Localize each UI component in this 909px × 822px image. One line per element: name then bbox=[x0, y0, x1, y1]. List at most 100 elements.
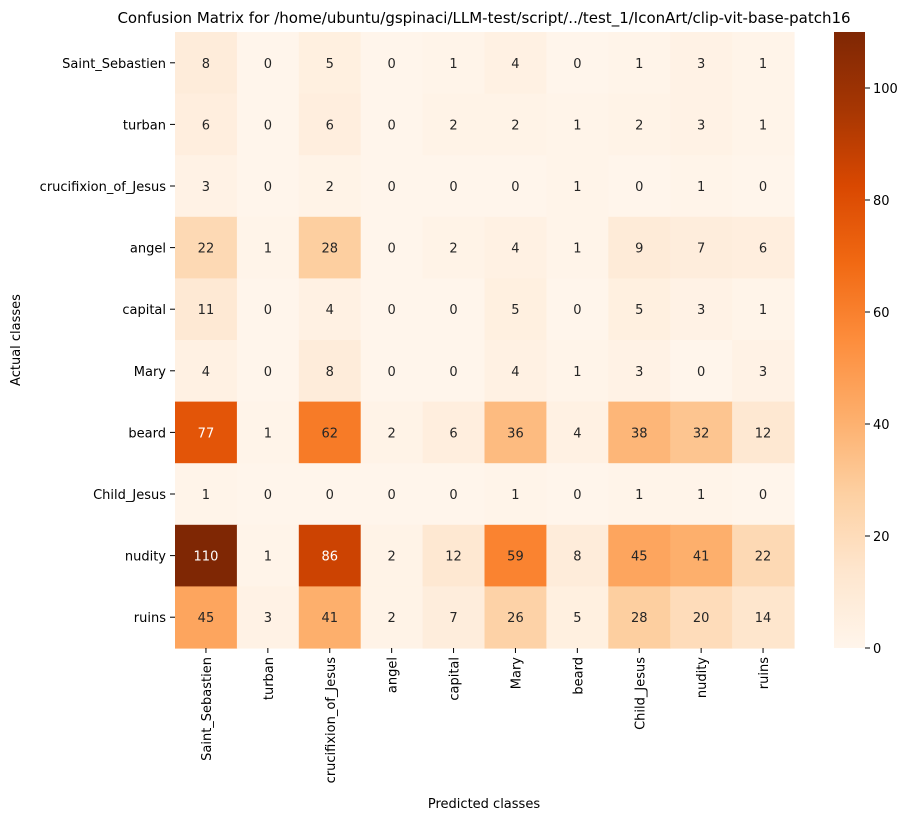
cell-value-label: 2 bbox=[511, 118, 519, 133]
heatmap-cell bbox=[608, 216, 671, 279]
cell-value-label: 1 bbox=[264, 242, 272, 257]
colorbar-tick-label: 20 bbox=[873, 530, 890, 545]
cell-value-label: 0 bbox=[388, 118, 396, 133]
heatmap-cell bbox=[360, 463, 424, 526]
cell-value-label: 110 bbox=[194, 550, 219, 565]
cell-value-label: 1 bbox=[573, 118, 581, 133]
y-tick-label: crucifixion_of_Jesus bbox=[40, 180, 167, 195]
x-tick-label: Child_Jesus bbox=[633, 657, 648, 730]
heatmap-cell bbox=[175, 278, 238, 341]
heatmap-cell bbox=[236, 155, 300, 218]
cell-value-label: 0 bbox=[573, 488, 581, 503]
cell-value-label: 4 bbox=[511, 57, 519, 72]
cell-value-label: 36 bbox=[507, 426, 524, 441]
cell-value-label: 14 bbox=[755, 611, 772, 626]
cell-value-label: 45 bbox=[631, 550, 648, 565]
heatmap-cell bbox=[298, 278, 362, 341]
heatmap-cell bbox=[670, 340, 733, 403]
cell-value-label: 4 bbox=[511, 365, 519, 380]
heatmap-cell bbox=[484, 93, 547, 156]
cell-value-label: 3 bbox=[697, 303, 705, 318]
cell-value-label: 45 bbox=[198, 611, 215, 626]
cell-value-label: 8 bbox=[326, 365, 334, 380]
heatmap-cell bbox=[608, 401, 671, 464]
cell-value-label: 59 bbox=[507, 550, 524, 565]
cell-value-label: 0 bbox=[449, 303, 457, 318]
heatmap-cell bbox=[732, 155, 795, 218]
cell-value-label: 20 bbox=[693, 611, 710, 626]
heatmap-cell bbox=[298, 463, 362, 526]
cell-value-label: 1 bbox=[449, 57, 457, 72]
x-tick-label: Saint_Sebastien bbox=[200, 657, 215, 761]
cell-value-label: 0 bbox=[264, 303, 272, 318]
heatmap-cell bbox=[422, 401, 486, 464]
heatmap-cell bbox=[236, 463, 300, 526]
cell-value-label: 1 bbox=[573, 365, 581, 380]
heatmap-cell bbox=[422, 524, 486, 587]
y-tick-label: ruins bbox=[134, 611, 166, 626]
cell-value-label: 9 bbox=[635, 242, 643, 257]
cell-value-label: 5 bbox=[573, 611, 581, 626]
cell-value-label: 6 bbox=[202, 118, 210, 133]
heatmap-cell bbox=[236, 32, 300, 95]
cell-value-label: 5 bbox=[326, 57, 334, 72]
heatmap-cell bbox=[484, 32, 547, 95]
cell-value-label: 1 bbox=[511, 488, 519, 503]
heatmap-cell bbox=[732, 278, 795, 341]
cell-value-label: 1 bbox=[759, 303, 767, 318]
cell-value-label: 28 bbox=[321, 242, 338, 257]
cell-value-label: 3 bbox=[635, 365, 643, 380]
heatmap-cell bbox=[422, 586, 486, 649]
heatmap-cell bbox=[298, 401, 362, 464]
cell-value-label: 1 bbox=[573, 242, 581, 257]
cell-value-label: 8 bbox=[202, 57, 210, 72]
cell-value-label: 28 bbox=[631, 611, 648, 626]
cell-value-label: 86 bbox=[321, 550, 338, 565]
cell-value-label: 1 bbox=[759, 118, 767, 133]
x-tick-label: turban bbox=[262, 657, 277, 700]
heatmap-cell bbox=[175, 32, 238, 95]
heatmap-cell bbox=[484, 216, 547, 279]
cell-value-label: 26 bbox=[507, 611, 524, 626]
heatmap-cell bbox=[360, 278, 424, 341]
cell-value-label: 2 bbox=[449, 242, 457, 257]
heatmap-cell bbox=[298, 586, 362, 649]
heatmap-cell bbox=[236, 340, 300, 403]
cell-value-label: 0 bbox=[326, 488, 334, 503]
cell-value-label: 0 bbox=[388, 303, 396, 318]
heatmap-cell bbox=[484, 155, 547, 218]
cell-value-label: 2 bbox=[449, 118, 457, 133]
heatmap-cell bbox=[670, 93, 733, 156]
cell-value-label: 1 bbox=[573, 180, 581, 195]
cell-value-label: 11 bbox=[198, 303, 215, 318]
heatmap-cell bbox=[546, 401, 609, 464]
cell-value-label: 1 bbox=[635, 57, 643, 72]
cell-value-label: 7 bbox=[449, 611, 457, 626]
heatmap-cell bbox=[546, 586, 609, 649]
heatmap-cell bbox=[298, 93, 362, 156]
heatmap-cell bbox=[732, 32, 795, 95]
x-axis-ticks: Saint_Sebastien turban crucifixion_of_Jesu… bbox=[200, 648, 772, 783]
colorbar bbox=[834, 32, 865, 648]
heatmap-cell bbox=[422, 155, 486, 218]
heatmap-cell bbox=[484, 463, 547, 526]
heatmap-cell bbox=[298, 32, 362, 95]
heatmap-cell bbox=[608, 93, 671, 156]
heatmap-cell bbox=[360, 401, 424, 464]
heatmap-cell bbox=[546, 93, 609, 156]
cell-value-label: 4 bbox=[573, 426, 581, 441]
cell-value-label: 32 bbox=[693, 426, 710, 441]
cell-value-label: 0 bbox=[264, 57, 272, 72]
cell-value-label: 0 bbox=[511, 180, 519, 195]
heatmap-cell bbox=[670, 216, 733, 279]
cell-value-label: 1 bbox=[264, 550, 272, 565]
heatmap-cell bbox=[670, 155, 733, 218]
cell-value-label: 0 bbox=[759, 488, 767, 503]
heatmap-cell bbox=[236, 93, 300, 156]
cell-value-label: 0 bbox=[449, 365, 457, 380]
cell-value-label: 0 bbox=[264, 488, 272, 503]
cell-value-label: 5 bbox=[635, 303, 643, 318]
heatmap-cell bbox=[546, 155, 609, 218]
heatmap-cell bbox=[236, 278, 300, 341]
